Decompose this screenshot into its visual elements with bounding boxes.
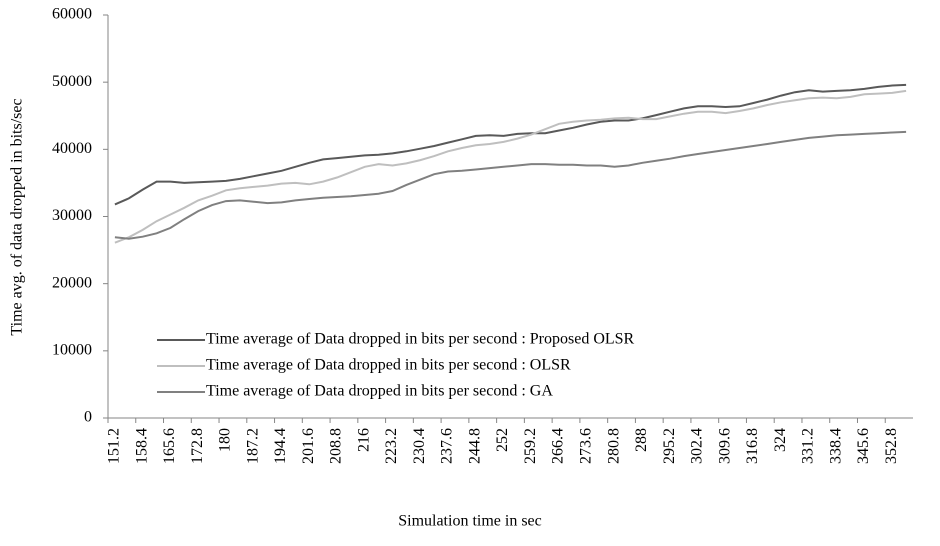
x-tick-label: 223.2 [383,428,400,464]
legend-label: Time average of Data dropped in bits per… [206,357,571,374]
series-line [114,130,907,240]
x-tick-label: 194.4 [272,428,289,464]
x-tick-label: 288 [633,428,650,452]
x-tick-label: 273.6 [578,428,595,464]
x-tick-label: 158.4 [133,428,150,464]
x-tick-label: 316.8 [744,428,761,464]
x-tick-label: 172.8 [189,428,206,464]
y-tick-label: 50000 [52,73,92,90]
x-tick-label: 237.6 [439,428,456,464]
x-tick-label: 309.6 [716,428,733,464]
y-axis-title: Time avg. of data dropped in bits/sec [9,98,26,335]
x-tick-label: 165.6 [161,428,178,464]
x-tick-label: 280.8 [605,428,622,464]
y-tick-label: 30000 [52,207,92,224]
y-tick-label: 10000 [52,342,92,359]
x-tick-label: 338.4 [827,428,844,464]
x-tick-label: 352.8 [883,428,900,464]
x-tick-label: 180 [217,428,234,452]
x-tick-label: 244.8 [466,428,483,464]
x-tick-label: 259.2 [522,428,539,464]
x-tick-label: 266.4 [550,428,567,464]
y-tick-label: 20000 [52,274,92,291]
x-tick-label: 230.4 [411,428,428,464]
x-tick-label: 302.4 [689,428,706,464]
x-tick-label: 187.2 [244,428,261,464]
series-line [114,83,907,206]
x-tick-label: 324 [772,428,789,452]
x-tick-label: 201.6 [300,428,317,464]
series-line [114,89,907,244]
x-tick-label: 331.2 [800,428,817,464]
y-tick-label: 40000 [52,140,92,157]
x-tick-label: 295.2 [661,428,678,464]
x-tick-label: 252 [494,428,511,452]
y-tick-label: 60000 [52,6,92,23]
legend-label: Time average of Data dropped in bits per… [206,331,635,348]
x-tick-label: 208.8 [328,428,345,464]
x-tick-label: 151.2 [106,428,123,464]
x-tick-label: 216 [355,428,372,452]
legend-label: Time average of Data dropped in bits per… [206,383,553,400]
y-tick-label: 0 [84,409,92,426]
x-axis-title: Simulation time in sec [398,513,542,530]
x-tick-label: 345.6 [855,428,872,464]
